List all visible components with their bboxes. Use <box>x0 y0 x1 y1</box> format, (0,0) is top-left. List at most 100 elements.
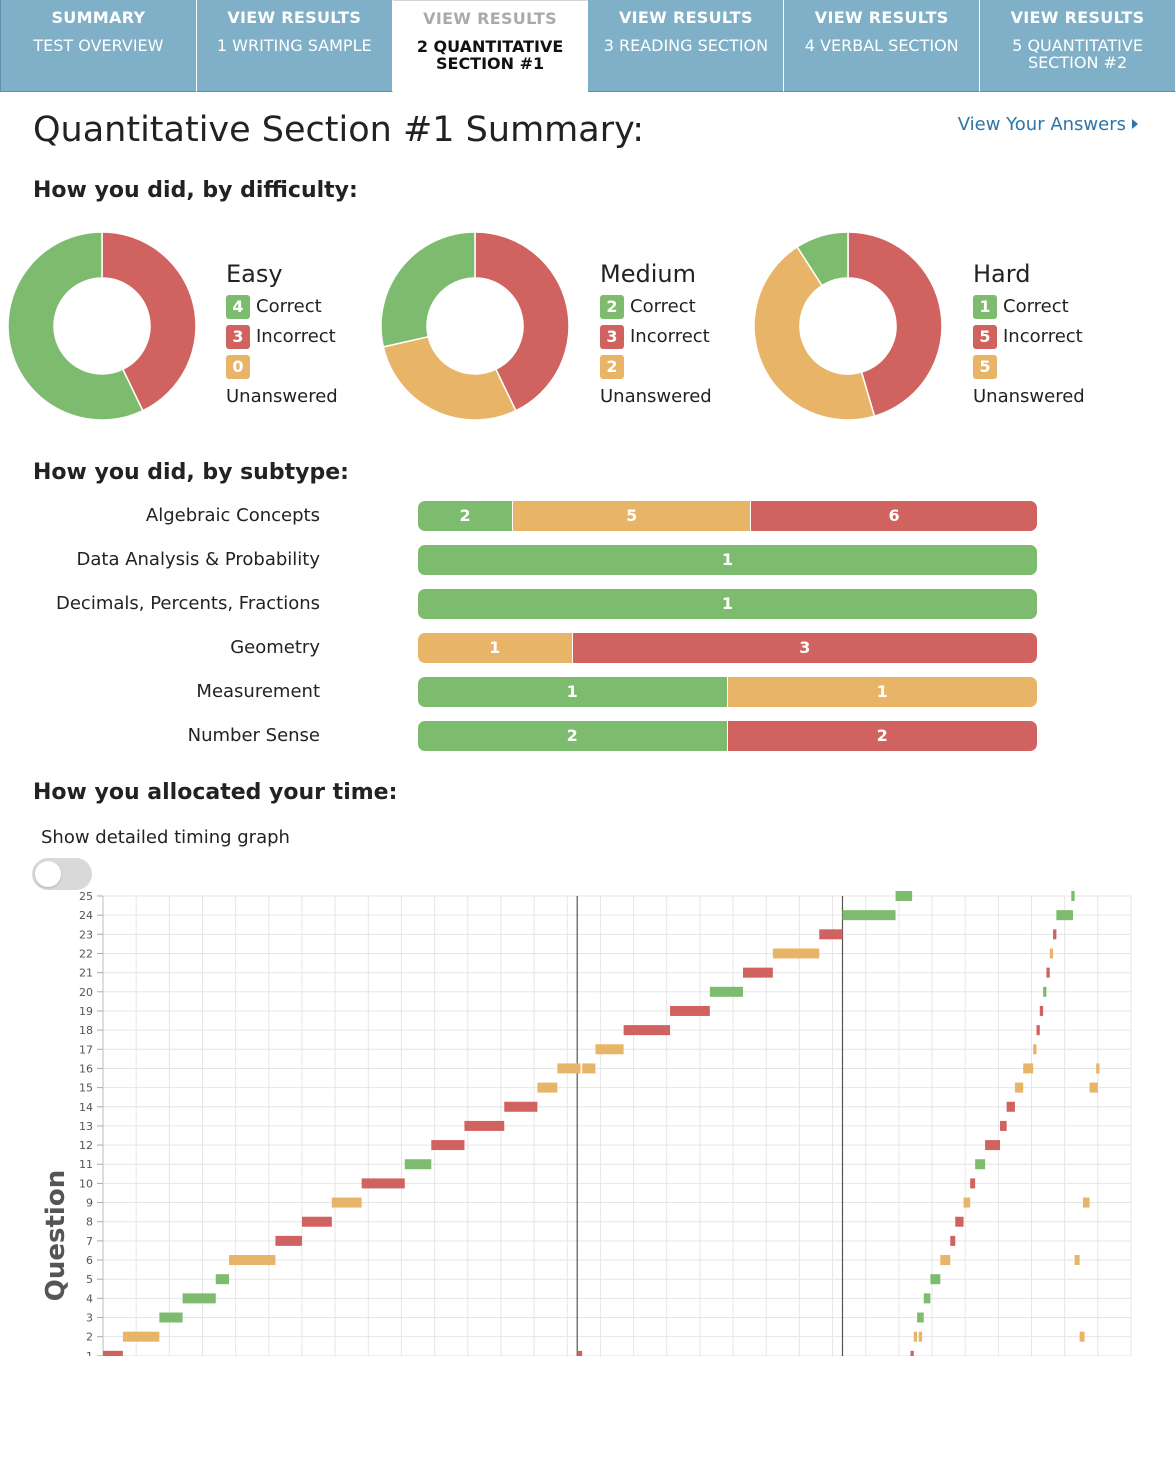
timing-segment-q13 <box>1000 1120 1007 1131</box>
y-tick-label: 21 <box>79 967 93 980</box>
timing-segment-q12 <box>431 1140 465 1151</box>
medium-incorrect-count: 3 <box>600 325 624 349</box>
timing-segment-q20 <box>1043 986 1047 997</box>
donut-easy-chart <box>7 232 197 421</box>
y-tick-label: 18 <box>79 1024 93 1037</box>
timing-segment-q17 <box>1033 1044 1037 1055</box>
donut-slice-unanswered <box>382 335 517 421</box>
page-title: Quantitative Section #1 Summary: <box>33 110 645 150</box>
y-tick-label: 7 <box>86 1235 93 1248</box>
subtype-segment-correct: 2 <box>418 501 514 531</box>
timing-segment-q15 <box>1089 1082 1098 1093</box>
subtype-row: Decimals, Percents, Fractions 1 <box>0 589 1110 619</box>
timing-segment-q7 <box>275 1235 302 1246</box>
subtype-row: Data Analysis & Probability 1 <box>0 545 1110 575</box>
detail-timing-toggle[interactable] <box>32 858 92 890</box>
y-tick-label: 19 <box>79 1005 93 1018</box>
timing-segment-q22 <box>772 948 820 959</box>
easy-incorrect-count: 3 <box>226 325 250 349</box>
subtype-segment-unanswered: 1 <box>418 633 573 663</box>
timing-segment-q21 <box>1046 967 1050 978</box>
y-tick-label: 25 <box>79 890 93 903</box>
donut-slice-incorrect <box>101 232 197 412</box>
subtype-row: Algebraic Concepts 2 5 6 <box>0 501 1110 531</box>
view-answers-link[interactable]: View Your Answers <box>958 114 1138 135</box>
tab-quantitative-2[interactable]: VIEW RESULTS 5 QUANTITATIVE SECTION #2 <box>980 0 1176 92</box>
y-tick-label: 11 <box>79 1158 93 1171</box>
subtype-segment-correct: 1 <box>418 589 1037 619</box>
tab-reading-line1: VIEW RESULTS <box>618 8 753 27</box>
timing-segment-q19 <box>1039 1005 1044 1016</box>
timing-segment-q8 <box>955 1216 964 1227</box>
timing-segment-q25 <box>1071 891 1075 901</box>
legend-medium-title: Medium <box>600 260 696 288</box>
timing-segment-q14 <box>504 1101 538 1112</box>
tab-summary-line1: SUMMARY <box>51 8 146 27</box>
timing-segment-q20 <box>709 986 744 997</box>
subtype-segment-correct: 2 <box>418 721 728 751</box>
tab-quantitative-1[interactable]: VIEW RESULTS 2 QUANTITATIVE SECTION #1 <box>392 0 589 92</box>
timing-segment-q16 <box>557 1063 581 1074</box>
timing-segment-q15 <box>537 1082 558 1093</box>
medium-incorrect-label: Incorrect <box>630 326 710 347</box>
view-answers-label: View Your Answers <box>957 114 1126 135</box>
donut-medium-chart <box>380 232 570 421</box>
donut-slice-correct <box>796 232 849 287</box>
timing-segment-q11 <box>404 1159 432 1170</box>
y-tick-label: 1 <box>86 1350 93 1356</box>
timing-segment-q9 <box>331 1197 362 1208</box>
timing-segment-q22 <box>1049 948 1054 959</box>
subtype-bar: 1 <box>418 545 1037 575</box>
tab-quant2-line2: 5 QUANTITATIVE SECTION #2 <box>1012 36 1143 72</box>
subtype-row: Geometry 1 3 <box>0 633 1110 663</box>
tab-writing-line2: 1 WRITING SAMPLE <box>216 36 372 55</box>
timing-segment-q6 <box>1074 1255 1080 1266</box>
tab-summary-line2: TEST OVERVIEW <box>33 36 164 55</box>
subtype-label: Data Analysis & Probability <box>76 549 321 570</box>
legend-hard-title: Hard <box>973 260 1031 288</box>
timing-segment-q10 <box>361 1178 405 1189</box>
subtype-heading: How you did, by subtype: <box>33 460 349 485</box>
donut-slice-correct <box>380 232 476 348</box>
tab-reading-section[interactable]: VIEW RESULTS 3 READING SECTION <box>588 0 785 92</box>
donut-medium: Medium 2 Correct 3 Incorrect 2 Unanswered <box>380 232 760 422</box>
tab-summary[interactable]: SUMMARY TEST OVERVIEW <box>0 0 197 92</box>
y-tick-label: 15 <box>79 1082 93 1095</box>
subtype-label: Decimals, Percents, Fractions <box>56 593 320 614</box>
medium-unanswered-label: Unanswered <box>600 386 712 407</box>
easy-correct-label: Correct <box>256 296 322 317</box>
subtype-bar: 1 <box>418 589 1037 619</box>
subtype-segment-correct: 1 <box>418 677 728 707</box>
timing-segment-q9 <box>1082 1197 1090 1208</box>
easy-unanswered-count: 0 <box>226 355 250 379</box>
donut-hard-chart <box>753 232 943 421</box>
subtype-label: Measurement <box>196 681 320 702</box>
timing-segment-q2 <box>122 1331 160 1342</box>
tab-verbal-line2: 4 VERBAL SECTION <box>804 36 959 55</box>
timing-segment-q3 <box>920 1312 924 1323</box>
timing-segment-q5 <box>930 1274 941 1285</box>
timing-segment-q14 <box>1006 1101 1015 1112</box>
timing-segment-q19 <box>670 1005 710 1016</box>
y-axis-label: Question <box>41 1170 71 1301</box>
timing-segment-q2 <box>918 1331 923 1342</box>
timing-segment-q15 <box>1014 1082 1024 1093</box>
timing-segment-q24 <box>1056 910 1073 921</box>
tab-verbal-section[interactable]: VIEW RESULTS 4 VERBAL SECTION <box>784 0 981 92</box>
tab-writing-sample[interactable]: VIEW RESULTS 1 WRITING SAMPLE <box>196 0 393 92</box>
difficulty-heading: How you did, by difficulty: <box>33 178 358 203</box>
timing-segment-q2 <box>1079 1331 1085 1342</box>
y-tick-label: 13 <box>79 1120 93 1133</box>
timing-segment-q4 <box>923 1293 931 1304</box>
timing-segment-q1 <box>103 1350 123 1356</box>
donut-slice-correct <box>7 232 144 421</box>
hard-unanswered-label: Unanswered <box>973 386 1085 407</box>
timing-segment-q4 <box>182 1293 216 1304</box>
timing-segment-q17 <box>595 1044 624 1055</box>
y-tick-label: 20 <box>79 986 93 999</box>
results-tabs: SUMMARY TEST OVERVIEW VIEW RESULTS 1 WRI… <box>0 0 1176 92</box>
timing-segment-q18 <box>623 1025 671 1036</box>
